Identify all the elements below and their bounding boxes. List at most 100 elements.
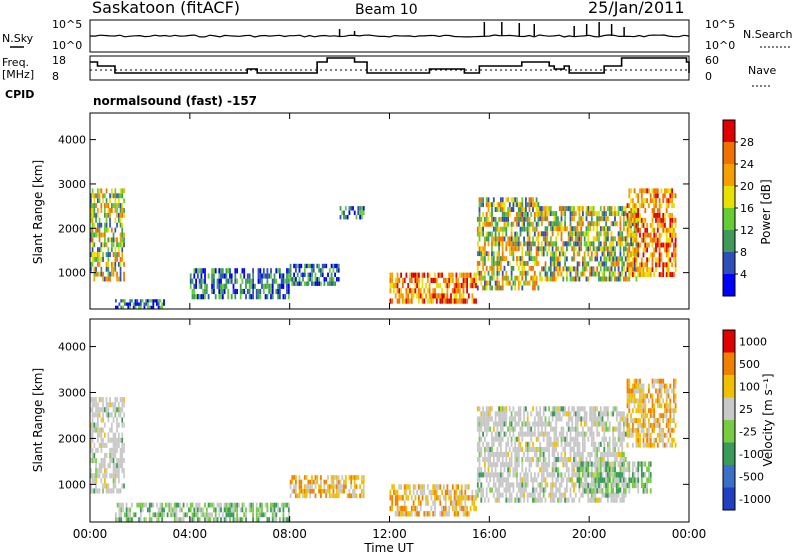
data-cell xyxy=(653,403,656,409)
data-cell xyxy=(118,507,121,513)
data-cell xyxy=(574,266,577,272)
data-cell xyxy=(125,502,128,508)
data-cell xyxy=(635,203,638,209)
data-cell xyxy=(238,517,240,522)
data-cell xyxy=(530,241,533,247)
data-cell xyxy=(623,431,625,437)
data-cell xyxy=(189,502,192,508)
data-cell xyxy=(309,488,312,494)
data-cell xyxy=(127,305,130,309)
data-cell xyxy=(517,285,520,291)
data-cell xyxy=(491,231,493,237)
data-cell xyxy=(102,242,104,248)
data-cell xyxy=(580,482,583,488)
data-cell xyxy=(557,416,559,422)
data-cell xyxy=(589,246,591,252)
data-cell xyxy=(305,484,308,489)
data-cell xyxy=(637,477,640,483)
data-cell xyxy=(655,262,657,268)
data-cell xyxy=(569,236,572,242)
data-cell xyxy=(665,252,668,258)
data-cell xyxy=(216,517,219,522)
data-cell xyxy=(562,406,565,412)
data-cell xyxy=(541,487,543,493)
data-cell xyxy=(116,463,118,469)
data-cell xyxy=(95,447,97,453)
data-cell xyxy=(179,517,181,522)
data-cell xyxy=(407,283,410,289)
data-cell xyxy=(462,298,465,304)
data-cell xyxy=(161,302,164,306)
data-cell xyxy=(623,211,625,217)
colorbar-swatch xyxy=(723,164,735,186)
data-cell xyxy=(428,283,431,289)
data-cell xyxy=(508,472,511,478)
station-title: Saskatoon (fitACF) xyxy=(92,0,240,17)
data-cell xyxy=(439,484,442,490)
data-cell xyxy=(637,472,640,478)
data-cell xyxy=(535,226,538,232)
data-cell xyxy=(621,261,624,267)
data-cell xyxy=(619,472,622,478)
data-cell xyxy=(314,281,317,286)
data-cell xyxy=(229,502,231,508)
data-cell xyxy=(583,416,586,422)
data-cell xyxy=(450,298,452,304)
data-cell xyxy=(585,226,588,232)
data-cell xyxy=(637,208,640,213)
data-cell xyxy=(637,227,640,233)
data-cell xyxy=(93,266,96,272)
data-cell xyxy=(501,216,504,222)
data-cell xyxy=(526,416,529,422)
data-cell xyxy=(533,231,536,237)
data-cell xyxy=(626,276,629,282)
data-cell xyxy=(303,281,306,286)
data-cell xyxy=(91,217,94,223)
data-cell xyxy=(355,475,358,480)
data-cell xyxy=(214,268,217,274)
colorbar-tick-label: 4 xyxy=(740,268,747,281)
data-cell xyxy=(394,277,397,283)
data-cell xyxy=(539,211,542,217)
data-cell xyxy=(119,217,122,223)
data-cell xyxy=(262,288,265,295)
data-cell xyxy=(402,277,404,283)
data-cell xyxy=(553,441,556,447)
data-cell xyxy=(526,411,529,417)
data-cell xyxy=(662,398,665,404)
data-cell xyxy=(98,257,101,262)
data-cell xyxy=(530,477,533,483)
data-cell xyxy=(421,283,424,289)
data-cell xyxy=(615,472,618,478)
data-cell xyxy=(535,421,538,427)
data-cell xyxy=(535,207,538,212)
data-cell xyxy=(555,487,558,493)
data-cell xyxy=(478,221,481,227)
data-cell xyxy=(514,446,517,452)
data-cell xyxy=(598,488,600,494)
data-cell xyxy=(112,463,115,469)
data-cell xyxy=(665,242,668,248)
data-cell xyxy=(393,489,395,496)
data-cell xyxy=(576,276,579,282)
data-cell xyxy=(225,278,228,284)
data-cell xyxy=(517,446,520,452)
data-cell xyxy=(573,482,575,488)
data-cell xyxy=(402,298,404,304)
data-cell xyxy=(623,457,625,463)
data-cell xyxy=(560,416,563,422)
data-cell xyxy=(492,251,495,257)
data-cell xyxy=(119,447,122,453)
data-cell xyxy=(307,479,310,485)
data-cell xyxy=(218,283,221,289)
data-cell xyxy=(630,418,632,423)
data-cell xyxy=(121,188,124,194)
data-cell xyxy=(478,226,481,232)
data-cell xyxy=(362,493,365,499)
data-cell xyxy=(619,226,622,232)
data-cell xyxy=(227,294,230,300)
data-cell xyxy=(241,517,244,522)
data-cell xyxy=(596,472,599,478)
data-cell xyxy=(656,222,659,228)
data-cell xyxy=(526,441,529,447)
